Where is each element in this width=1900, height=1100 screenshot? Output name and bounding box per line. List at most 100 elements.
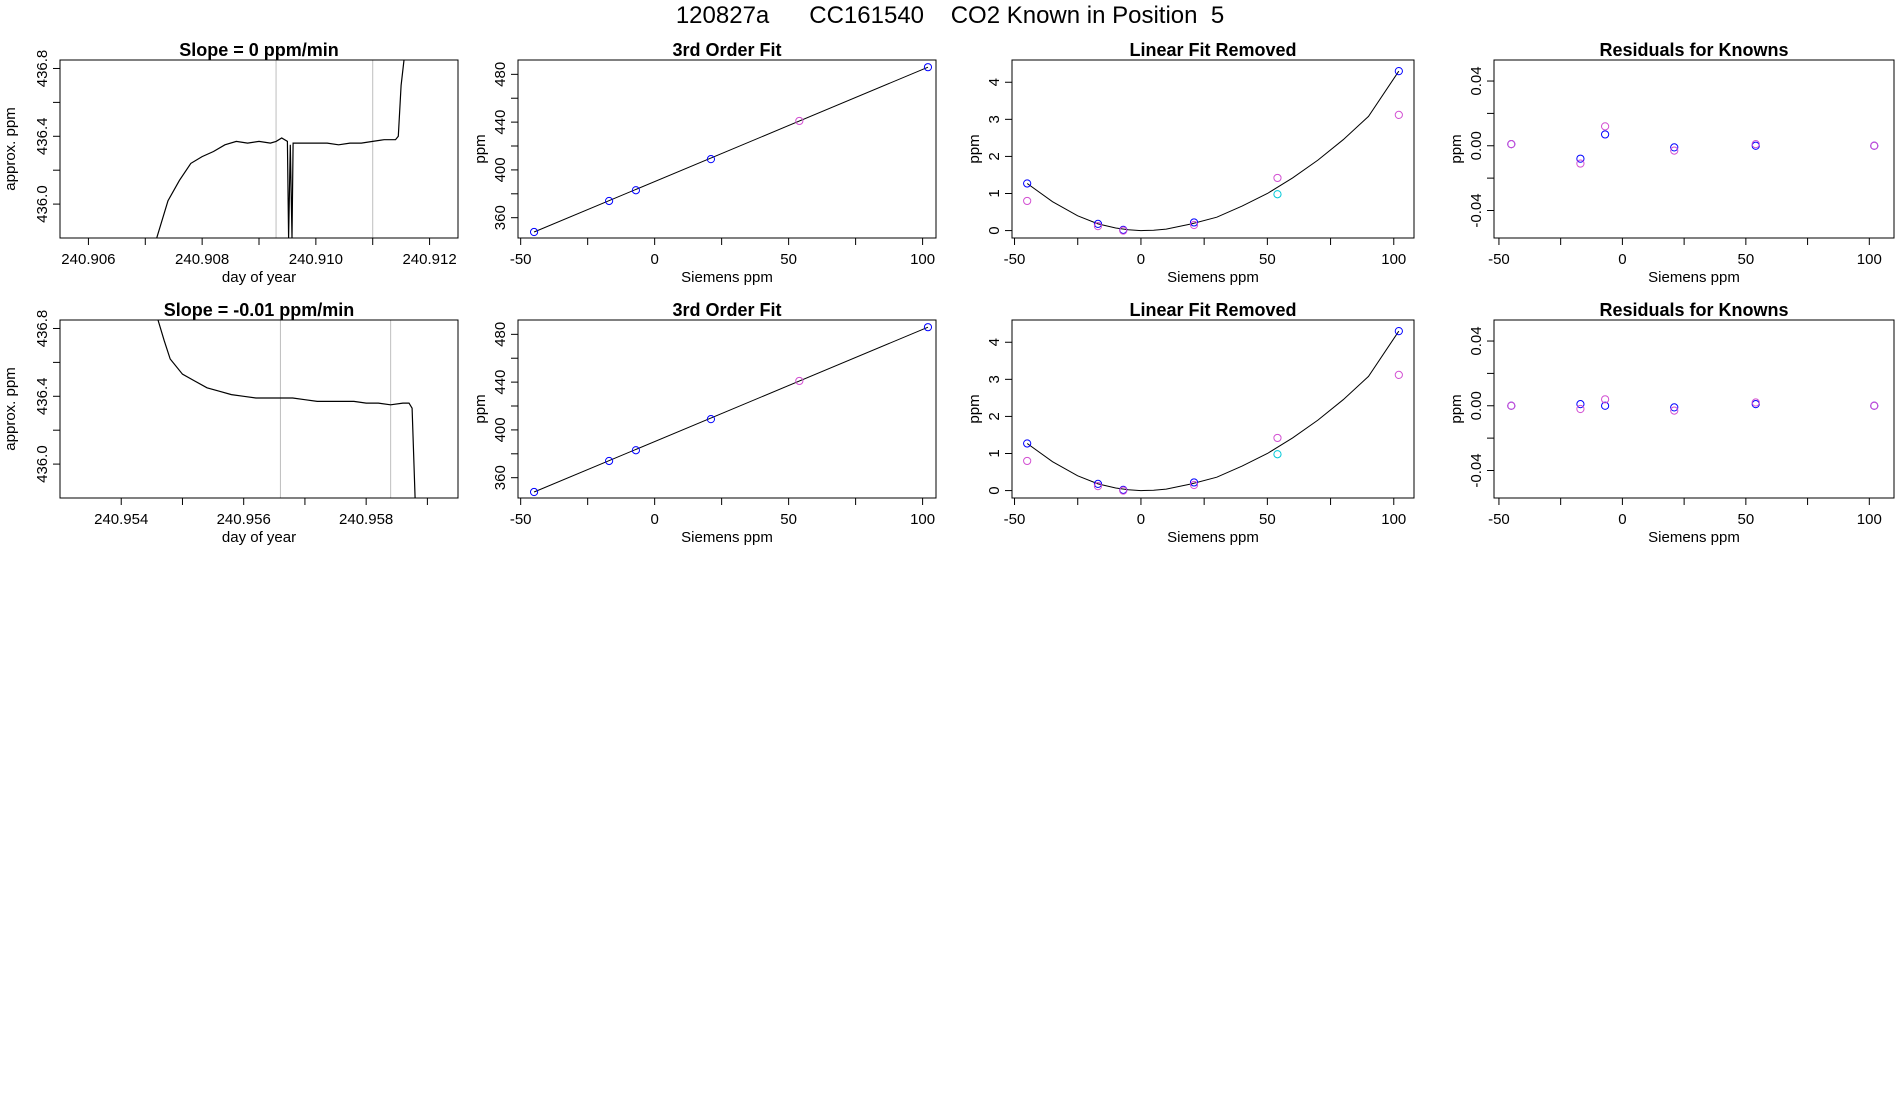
x-axis-label: Siemens ppm bbox=[1167, 529, 1259, 546]
chart-panel-r1c1: 240.906 240.908 240.910 240.912 436.0 436.4 43… bbox=[2, 40, 459, 286]
x-axis-label: day of year bbox=[222, 269, 296, 286]
y-axis-label: ppm bbox=[472, 134, 489, 163]
y-axis-label: approx. ppm bbox=[2, 367, 19, 450]
x-tick-label: 100 bbox=[1857, 511, 1882, 528]
y-axis-label: ppm bbox=[966, 134, 983, 163]
x-tick-label: 240.956 bbox=[217, 511, 271, 528]
data-point bbox=[529, 227, 539, 237]
x-tick-label: 50 bbox=[1738, 251, 1755, 268]
data-point bbox=[1670, 143, 1679, 152]
x-tick-label: -50 bbox=[1004, 251, 1026, 268]
y-tick-label: 2 bbox=[986, 152, 1003, 160]
data-point bbox=[1023, 439, 1032, 448]
data-point bbox=[1576, 159, 1585, 168]
y-tick-label: 436.4 bbox=[34, 378, 51, 416]
data-point bbox=[1023, 179, 1032, 188]
data-point bbox=[795, 376, 804, 386]
data-point bbox=[1751, 398, 1760, 407]
data-point bbox=[1273, 450, 1282, 459]
y-tick-label: -0.04 bbox=[1468, 193, 1485, 227]
fit-curve bbox=[1026, 70, 1400, 232]
y-tick-label: 0.04 bbox=[1468, 326, 1485, 355]
chart-panel-r2c3: -50 0 50 100 0 1 2 3 4 Linear Fit Removed Siemens … bbox=[966, 300, 1415, 546]
plot-area bbox=[157, 320, 416, 498]
y-tick-label: 1 bbox=[986, 449, 1003, 457]
chart-title: Slope = -0.01 ppm/min bbox=[164, 300, 355, 320]
x-tick-label: -50 bbox=[1488, 251, 1510, 268]
fit-line bbox=[533, 66, 929, 233]
y-tick-label: 436.4 bbox=[34, 118, 51, 156]
data-point bbox=[605, 196, 614, 206]
chart-panel-r2c4: -50 0 50 100 -0.04 0.00 0.04 Residuals for Know… bbox=[1448, 300, 1895, 546]
data-point bbox=[631, 446, 640, 455]
plot-frame bbox=[1011, 319, 1415, 499]
data-point bbox=[1576, 400, 1585, 409]
y-tick-label: 400 bbox=[492, 157, 509, 182]
x-tick-label: 0 bbox=[1137, 511, 1145, 528]
y-tick-label: 1 bbox=[986, 189, 1003, 197]
y-tick-label: 4 bbox=[986, 338, 1003, 346]
data-point bbox=[923, 63, 933, 72]
data-point bbox=[1093, 219, 1103, 229]
page-title: 120827a CC161540 CO2 Known in Position 5 bbox=[675, 2, 1225, 29]
x-tick-label: 0 bbox=[1618, 511, 1626, 528]
y-axis-label: ppm bbox=[472, 394, 489, 423]
x-tick-label: 240.958 bbox=[339, 511, 393, 528]
y-tick-label: 360 bbox=[492, 465, 509, 490]
data-point bbox=[1189, 220, 1199, 230]
plot-frame bbox=[1493, 59, 1895, 239]
y-tick-label: 436.8 bbox=[34, 50, 51, 88]
data-point bbox=[1189, 218, 1199, 227]
x-tick-label: 0 bbox=[650, 251, 658, 268]
chart-panel-r1c2: -50 0 50 100 360 400 440 480 3rd Order Fit Siemen… bbox=[472, 40, 937, 286]
data-point bbox=[1023, 196, 1032, 206]
data-point bbox=[1273, 190, 1282, 199]
chart-title: Slope = 0 ppm/min bbox=[179, 40, 339, 60]
y-tick-label: 436.0 bbox=[34, 445, 51, 483]
y-tick-label: 0.00 bbox=[1468, 131, 1485, 160]
data-point bbox=[1189, 478, 1199, 487]
plot-area bbox=[529, 323, 933, 497]
chart-title: 3rd Order Fit bbox=[672, 40, 781, 60]
data-point bbox=[631, 186, 640, 195]
fit-line bbox=[533, 326, 929, 493]
x-tick-label: -50 bbox=[1488, 511, 1510, 528]
data-point bbox=[1576, 154, 1585, 163]
data-point bbox=[1023, 456, 1032, 466]
data-point bbox=[605, 456, 614, 466]
data-point bbox=[1273, 173, 1282, 183]
y-tick-label: 2 bbox=[986, 412, 1003, 420]
y-axis-label: approx. ppm bbox=[2, 107, 19, 190]
y-tick-label: 3 bbox=[986, 375, 1003, 383]
x-tick-label: -50 bbox=[1004, 511, 1026, 528]
chart-panel-r1c4: -50 0 50 100 -0.04 0.00 0.04 Residuals for Know… bbox=[1448, 40, 1895, 286]
plot-frame bbox=[1011, 59, 1415, 239]
data-point bbox=[1093, 222, 1103, 231]
x-tick-label: 50 bbox=[780, 251, 797, 268]
data-point bbox=[706, 415, 716, 424]
y-tick-label: 0 bbox=[986, 226, 1003, 234]
x-axis-label: Siemens ppm bbox=[1648, 529, 1740, 546]
plot-frame bbox=[517, 319, 937, 499]
x-tick-label: 240.912 bbox=[402, 251, 456, 268]
x-tick-label: 240.954 bbox=[94, 511, 148, 528]
data-point bbox=[923, 323, 933, 332]
plot-frame bbox=[59, 59, 459, 239]
data-point bbox=[529, 487, 539, 497]
chart-panel-r2c2: -50 0 50 100 360 400 440 480 3rd Order Fit Siemen… bbox=[472, 300, 937, 546]
x-tick-label: 100 bbox=[910, 251, 935, 268]
data-point bbox=[1394, 370, 1403, 379]
x-tick-label: 0 bbox=[1137, 251, 1145, 268]
data-point bbox=[1093, 479, 1103, 489]
series-line bbox=[156, 60, 405, 238]
data-point bbox=[795, 116, 804, 126]
chart-title: Residuals for Knowns bbox=[1599, 40, 1788, 60]
data-point bbox=[1119, 226, 1128, 235]
x-tick-label: 100 bbox=[1381, 511, 1406, 528]
data-point bbox=[1189, 480, 1199, 490]
y-axis-label: ppm bbox=[1448, 394, 1465, 423]
x-tick-label: 0 bbox=[650, 511, 658, 528]
data-point bbox=[1507, 401, 1516, 410]
x-tick-label: 240.910 bbox=[289, 251, 343, 268]
chart-panel-r1c3: -50 0 50 100 0 1 2 3 4 Linear Fit Removed Siemens … bbox=[966, 40, 1415, 286]
